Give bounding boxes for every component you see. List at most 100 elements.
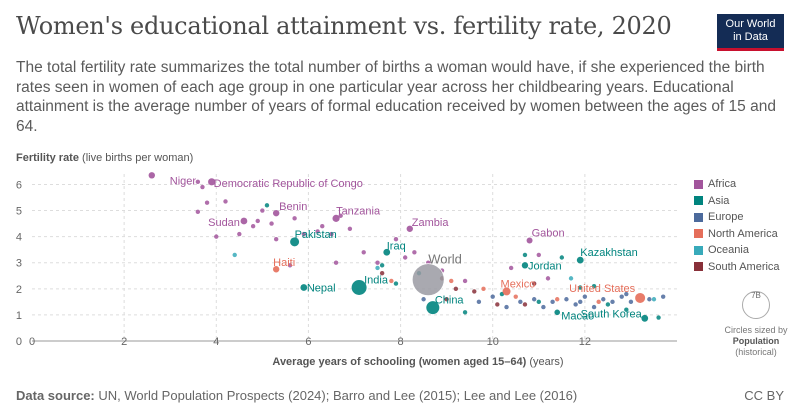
data-point bbox=[624, 291, 629, 297]
point-label: Iraq bbox=[387, 240, 406, 252]
legend-swatch bbox=[694, 212, 703, 222]
data-point bbox=[338, 213, 343, 218]
point-label: India bbox=[364, 275, 389, 287]
data-point-labeled bbox=[290, 237, 300, 247]
data-point bbox=[375, 260, 380, 265]
data-point bbox=[195, 209, 201, 215]
legend-swatch bbox=[694, 196, 703, 206]
data-point bbox=[573, 302, 578, 307]
data-point-labeled bbox=[351, 280, 367, 296]
legend-item[interactable]: North America bbox=[694, 226, 780, 243]
data-point bbox=[490, 294, 495, 299]
legend-item[interactable]: Africa bbox=[694, 176, 780, 193]
data-point bbox=[200, 184, 205, 190]
logo-line-1: Our World bbox=[725, 18, 776, 30]
data-points bbox=[148, 172, 666, 322]
legend-label: Europe bbox=[708, 211, 744, 224]
data-point bbox=[651, 297, 657, 302]
data-point bbox=[610, 299, 615, 305]
data-point bbox=[412, 250, 417, 255]
data-point-labeled bbox=[411, 263, 445, 297]
data-point bbox=[393, 237, 399, 242]
data-point bbox=[513, 294, 518, 299]
data-point bbox=[531, 297, 537, 302]
owid-logo[interactable]: Our World in Data bbox=[717, 14, 784, 51]
legend-item[interactable]: South America bbox=[694, 259, 780, 276]
data-point bbox=[453, 286, 459, 292]
logo-line-2: in Data bbox=[733, 31, 768, 43]
data-point-labeled bbox=[426, 301, 440, 315]
source-text[interactable]: UN, World Population Prospects (2024); B… bbox=[94, 388, 578, 403]
data-point bbox=[495, 302, 500, 307]
data-point bbox=[559, 255, 565, 260]
data-point bbox=[232, 252, 237, 258]
data-point bbox=[601, 297, 606, 302]
legend-item[interactable]: Asia bbox=[694, 193, 780, 210]
size-key-caption: Circles sized by Population (historical) bbox=[720, 325, 792, 358]
data-point bbox=[237, 231, 242, 237]
point-label: Zambia bbox=[412, 217, 450, 229]
scatter-chart: Fertility rate (live births per woman) 0… bbox=[16, 152, 677, 368]
data-point bbox=[449, 278, 454, 284]
data-point bbox=[578, 285, 583, 290]
data-point bbox=[204, 200, 210, 205]
data-point bbox=[292, 216, 297, 221]
data-point bbox=[375, 265, 380, 271]
data-point-labeled bbox=[300, 284, 308, 291]
data-point bbox=[393, 281, 399, 286]
data-point-labeled bbox=[641, 314, 649, 322]
data-point bbox=[315, 229, 320, 234]
data-point-labeled bbox=[383, 248, 391, 256]
data-point bbox=[555, 297, 560, 302]
data-point bbox=[361, 250, 366, 255]
chart-title: Women's educational attainment vs. ferti… bbox=[16, 12, 672, 40]
data-point bbox=[591, 284, 597, 289]
legend-swatch bbox=[694, 245, 703, 255]
y-tick-label: 0 bbox=[16, 336, 22, 348]
data-point bbox=[591, 304, 597, 310]
data-point bbox=[628, 299, 634, 305]
y-axis-label-rest: (live births per woman) bbox=[79, 152, 193, 164]
legend-label: Oceania bbox=[708, 244, 749, 257]
size-key-circle bbox=[742, 291, 770, 319]
point-labels: Niger Democratic Republic of Congo Sudan Be… bbox=[170, 175, 643, 322]
x-axis-label: Average years of schooling (women aged 1… bbox=[272, 356, 563, 368]
data-point-labeled bbox=[148, 172, 155, 179]
data-point-labeled bbox=[521, 262, 529, 269]
data-point bbox=[660, 294, 666, 299]
data-point bbox=[223, 199, 228, 204]
point-label: Nepal bbox=[307, 283, 336, 295]
y-tick-label: 3 bbox=[16, 258, 22, 270]
legend-item[interactable]: Oceania bbox=[694, 242, 780, 259]
legend-swatch bbox=[694, 262, 703, 272]
data-point-labeled bbox=[272, 266, 280, 273]
size-key: 7B Circles sized by Population (historic… bbox=[720, 283, 792, 358]
data-point bbox=[462, 310, 468, 315]
data-point bbox=[402, 255, 408, 260]
y-axis-label: Fertility rate (live births per woman) bbox=[16, 152, 193, 164]
data-point bbox=[255, 218, 260, 224]
data-point bbox=[550, 299, 555, 305]
legend-label: North America bbox=[708, 227, 778, 240]
data-point bbox=[481, 286, 486, 292]
data-point-labeled bbox=[272, 209, 280, 217]
data-point bbox=[508, 265, 514, 271]
data-point bbox=[541, 304, 546, 310]
data-point bbox=[269, 221, 274, 226]
x-tick-label: 0 bbox=[29, 336, 35, 348]
data-point bbox=[250, 223, 256, 229]
x-tick-label: 2 bbox=[121, 336, 127, 348]
license[interactable]: CC BY bbox=[744, 388, 784, 403]
legend-item[interactable]: Europe bbox=[694, 209, 780, 226]
data-point bbox=[504, 304, 509, 310]
data-point-labeled bbox=[240, 217, 248, 225]
point-label: Jordan bbox=[528, 260, 562, 272]
data-point bbox=[333, 260, 339, 265]
x-tick-label: 8 bbox=[398, 336, 404, 348]
data-point bbox=[462, 278, 468, 284]
data-point bbox=[329, 231, 334, 237]
point-label: Tanzania bbox=[336, 205, 381, 217]
data-point bbox=[444, 297, 449, 302]
data-point bbox=[545, 276, 551, 281]
source-label: Data source: bbox=[16, 388, 95, 403]
